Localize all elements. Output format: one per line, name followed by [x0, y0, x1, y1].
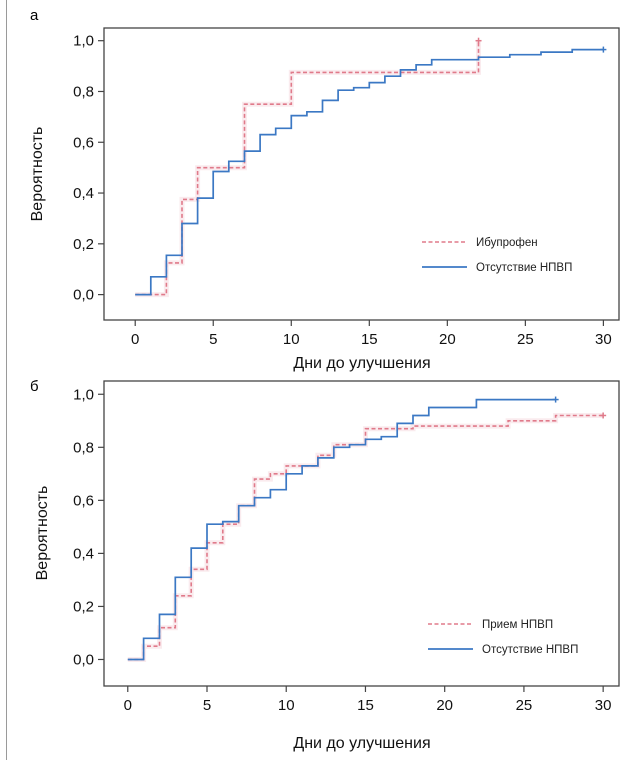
- x-tick-label: 10: [278, 697, 295, 714]
- y-tick-label: 0,0: [73, 287, 94, 304]
- y-tick-label: 0,0: [73, 651, 94, 668]
- y-tick-label: 0,8: [73, 83, 94, 100]
- y-tick-label: 0,6: [73, 134, 94, 151]
- x-tick-label: 5: [209, 331, 217, 348]
- panel-label: а: [30, 7, 39, 24]
- chart-panel-a: а 0,0 0,2 0,4 0,6 0,8 1,0 0 5 10 15 20 25 30 Дни до ул…: [29, 7, 620, 372]
- y-tick-label: 1,0: [73, 33, 94, 50]
- curve-solid-line: [135, 48, 604, 296]
- x-tick-label: 10: [283, 331, 300, 348]
- y-tick-label: 0,4: [73, 185, 94, 202]
- curve-dashed-line: [135, 40, 480, 296]
- legend-label: Ибупрофен: [476, 237, 538, 249]
- y-tick-label: 0,8: [73, 439, 94, 456]
- curve-solid-line: [127, 398, 556, 661]
- legend-label: Прием НПВП: [482, 619, 553, 631]
- panel-label: б: [30, 378, 39, 395]
- x-tick-label: 30: [595, 697, 612, 714]
- y-tick-label: 1,0: [73, 386, 94, 403]
- x-tick-label: 0: [124, 697, 132, 714]
- x-tick-label: 20: [436, 697, 453, 714]
- x-tick-label: 30: [595, 331, 612, 348]
- y-tick-label: 0,6: [73, 492, 94, 509]
- curve-dashed-line: [127, 414, 604, 661]
- x-tick-label: 15: [361, 331, 378, 348]
- x-tick-label: 15: [357, 697, 374, 714]
- y-axis-title: Вероятность: [29, 127, 46, 222]
- left-border-line: [6, 0, 7, 760]
- x-tick-label: 20: [439, 331, 456, 348]
- x-axis-title: Дни до улучшения: [293, 735, 430, 752]
- y-tick-label: 0,2: [73, 236, 94, 253]
- legend-label: Отсутствие НПВП: [476, 262, 572, 274]
- plot-frame: [103, 27, 620, 321]
- curve-dashed-halo: [135, 40, 481, 298]
- y-tick-label: 0,2: [73, 598, 94, 615]
- y-tick-label: 0,4: [73, 545, 94, 562]
- chart-panel-b: б 0,0 0,2 0,4 0,6 0,8 1,0 0 5 10 15 20 25 30 Дни до ул…: [30, 378, 620, 752]
- x-tick-label: 25: [516, 697, 533, 714]
- y-axis-title: Вероятность: [34, 486, 51, 581]
- x-tick-label: 5: [203, 697, 211, 714]
- x-tick-label: 0: [131, 331, 139, 348]
- legend-label: Отсутствие НПВП: [482, 644, 578, 656]
- x-axis-title: Дни до улучшения: [293, 355, 430, 372]
- x-tick-label: 25: [517, 331, 534, 348]
- plot-frame: [103, 380, 620, 687]
